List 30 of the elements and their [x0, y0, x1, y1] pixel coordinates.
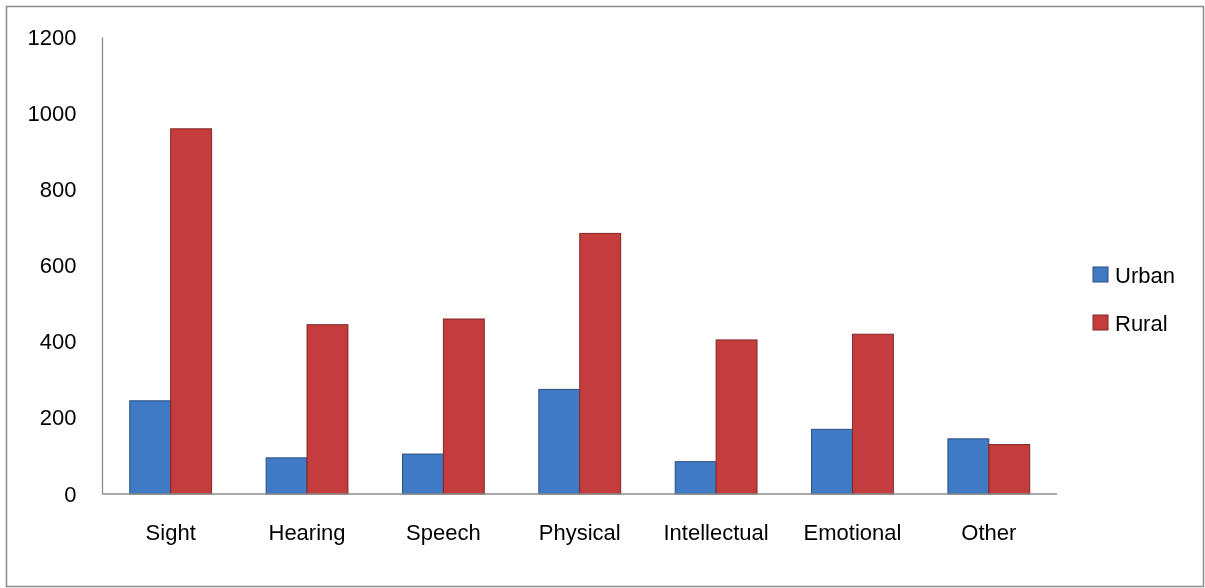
y-tick-label: 600 [39, 253, 77, 279]
x-tick-label: Speech [406, 519, 481, 545]
bar [442, 318, 485, 495]
y-tick-label: 0 [64, 481, 77, 507]
x-tick-label: Physical [538, 519, 621, 545]
bar [851, 333, 894, 495]
x-tick-label: Sight [145, 519, 196, 545]
legend-label: Urban [1115, 262, 1175, 288]
y-tick-label: 800 [39, 177, 77, 203]
bar [579, 232, 622, 495]
x-tick-label: Other [961, 519, 1017, 545]
bar [265, 457, 308, 495]
y-tick-label: 400 [39, 329, 77, 355]
y-tick-label: 1200 [27, 25, 77, 50]
y-tick-label: 1000 [27, 101, 77, 127]
bar [538, 388, 581, 495]
bar [811, 428, 853, 495]
bar [170, 128, 213, 495]
bar [674, 461, 717, 495]
bar [401, 453, 444, 495]
x-tick-label: Hearing [268, 519, 346, 545]
bar [715, 339, 758, 495]
legend-label: Rural [1115, 310, 1168, 336]
bar [947, 438, 990, 495]
bar [988, 444, 1031, 495]
bar [306, 324, 349, 495]
x-tick-label: Intellectual [663, 519, 769, 545]
bar [129, 400, 172, 495]
x-tick-label: Emotional [803, 519, 902, 545]
y-tick-label: 200 [39, 405, 77, 431]
